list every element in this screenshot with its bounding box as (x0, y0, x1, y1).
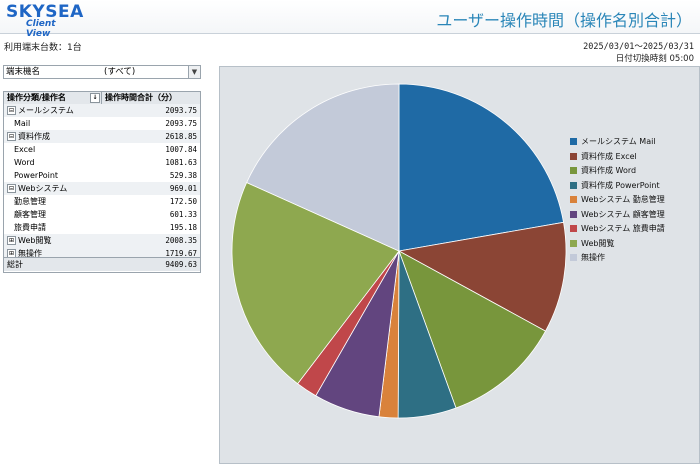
row-value: 601.33 (169, 210, 197, 219)
category-row[interactable]: ⊞ Web閲覧 2008.35 (4, 234, 200, 247)
total-value: 9409.63 (165, 260, 197, 269)
operation-row: 勤怠管理 172.50 (4, 195, 200, 208)
legend-swatch (570, 181, 577, 189)
row-value: 1007.84 (165, 145, 197, 154)
legend-item: Web閲覧 (570, 239, 665, 254)
operation-row: Word 1081.63 (4, 156, 200, 169)
legend-item: Webシステム 勤怠管理 (570, 195, 665, 210)
legend-swatch (570, 254, 577, 261)
legend-item: 資料作成 Word (570, 166, 665, 181)
row-label: 顧客管理 (14, 210, 46, 219)
skysea-logo: SKYSEA Client View (6, 2, 84, 39)
pie-slice (246, 83, 400, 252)
logo-text: SKYSEA (6, 2, 84, 22)
legend-label: Webシステム 旅費申請 (581, 224, 665, 233)
category-row[interactable]: ⊟ メールシステム 2093.75 (4, 104, 200, 117)
legend-label: Webシステム 勤怠管理 (581, 195, 665, 204)
operation-row: Mail 2093.75 (4, 117, 200, 130)
category-row[interactable]: ⊞ 無操作 1719.67 (4, 247, 200, 260)
row-label: 勤怠管理 (14, 197, 46, 206)
row-value: 2008.35 (165, 236, 197, 245)
terminal-filter-label: 端末機名 (6, 67, 41, 77)
chevron-down-icon[interactable]: ▼ (188, 66, 200, 78)
terminal-filter-value: (すべて) (104, 67, 136, 77)
date-range: 2025/03/01～2025/03/31 (583, 42, 694, 52)
legend-swatch (570, 167, 577, 174)
legend-label: 資料作成 PowerPoint (581, 180, 660, 190)
row-label: Web閲覧 (18, 236, 52, 245)
legend-swatch (570, 225, 577, 232)
legend-item: 無操作 (570, 253, 665, 268)
pie-slice (397, 221, 567, 332)
day-cutoff-time: 日付切換時刻 05:00 (615, 54, 694, 64)
legend-item: Webシステム 顧客管理 (570, 210, 665, 225)
collapse-icon[interactable]: ⊟ (7, 132, 16, 141)
category-row[interactable]: ⊟ 資料作成 2618.85 (4, 130, 200, 143)
pie-chart (231, 83, 567, 419)
collapse-icon[interactable]: ⊟ (7, 184, 16, 193)
page-title: ユーザー操作時間（操作名別合計） (436, 11, 692, 30)
terminal-filter-select[interactable]: 端末機名 (すべて) ▼ (3, 65, 201, 79)
row-value: 172.50 (169, 197, 197, 206)
row-label: PowerPoint (14, 171, 59, 180)
device-count: 利用端末台数：1台 (4, 43, 82, 53)
table-total-row: 総計 9409.63 (4, 257, 200, 271)
row-label: Webシステム (18, 184, 68, 193)
row-label: Mail (14, 119, 31, 128)
legend-label: 資料作成 Word (581, 166, 637, 175)
row-label: 資料作成 (18, 132, 50, 141)
legend-label: Webシステム 顧客管理 (581, 209, 665, 219)
legend-label: メールシステム Mail (581, 137, 656, 146)
operation-row: 顧客管理 601.33 (4, 208, 200, 221)
column-header-time: 操作時間合計（分） (105, 93, 177, 102)
pie-slice (398, 250, 547, 409)
legend-item: メールシステム Mail (570, 137, 665, 152)
row-value: 2093.75 (165, 119, 197, 128)
app-header: SKYSEA Client View ユーザー操作時間（操作名別合計） (0, 0, 700, 39)
row-value: 2093.75 (165, 106, 197, 115)
collapse-icon[interactable]: ⊟ (7, 106, 16, 115)
legend-item: 資料作成 PowerPoint (570, 181, 665, 196)
legend-swatch (570, 152, 577, 160)
column-divider (101, 92, 102, 104)
legend-label: Web閲覧 (581, 238, 615, 248)
row-label: 無操作 (18, 249, 42, 258)
expand-icon[interactable]: ⊞ (7, 236, 16, 245)
operation-row: PowerPoint 529.38 (4, 169, 200, 182)
operation-time-table: 操作分類/操作名 ↓ 操作時間合計（分） ⊟ メールシステム 2093.75 Mail… (3, 91, 201, 273)
legend-item: 資料作成 Excel (570, 152, 665, 167)
row-value: 195.18 (169, 223, 197, 232)
legend-label: 資料作成 Excel (581, 151, 637, 161)
row-value: 529.38 (169, 171, 197, 180)
pie-slice (398, 83, 564, 252)
legend-swatch (570, 196, 577, 203)
legend-label: 無操作 (581, 253, 605, 262)
operation-row: 旅費申請 195.18 (4, 221, 200, 234)
row-value: 1719.67 (165, 249, 197, 258)
row-label: 旅費申請 (14, 223, 46, 232)
pie-slice (231, 181, 400, 385)
legend-swatch (570, 138, 577, 145)
category-row[interactable]: ⊟ Webシステム 969.01 (4, 182, 200, 195)
legend-swatch (570, 210, 577, 218)
total-label: 総計 (7, 260, 23, 269)
row-label: Word (14, 158, 35, 167)
row-value: 969.01 (169, 184, 197, 193)
chart-panel: メールシステム Mail 資料作成 Excel 資料作成 Word 資料作成 Powe… (219, 66, 700, 464)
row-label: メールシステム (18, 106, 74, 115)
row-label: Excel (14, 145, 36, 154)
operation-row: Excel 1007.84 (4, 143, 200, 156)
sort-icon[interactable]: ↓ (90, 93, 100, 103)
column-header-operation: 操作分類/操作名 (7, 93, 66, 102)
logo-subtext: Client View (26, 19, 56, 39)
legend-item: Webシステム 旅費申請 (570, 224, 665, 239)
legend-swatch (570, 239, 577, 247)
row-value: 2618.85 (165, 132, 197, 141)
row-value: 1081.63 (165, 158, 197, 167)
chart-legend: メールシステム Mail 資料作成 Excel 資料作成 Word 資料作成 Powe… (570, 137, 665, 268)
